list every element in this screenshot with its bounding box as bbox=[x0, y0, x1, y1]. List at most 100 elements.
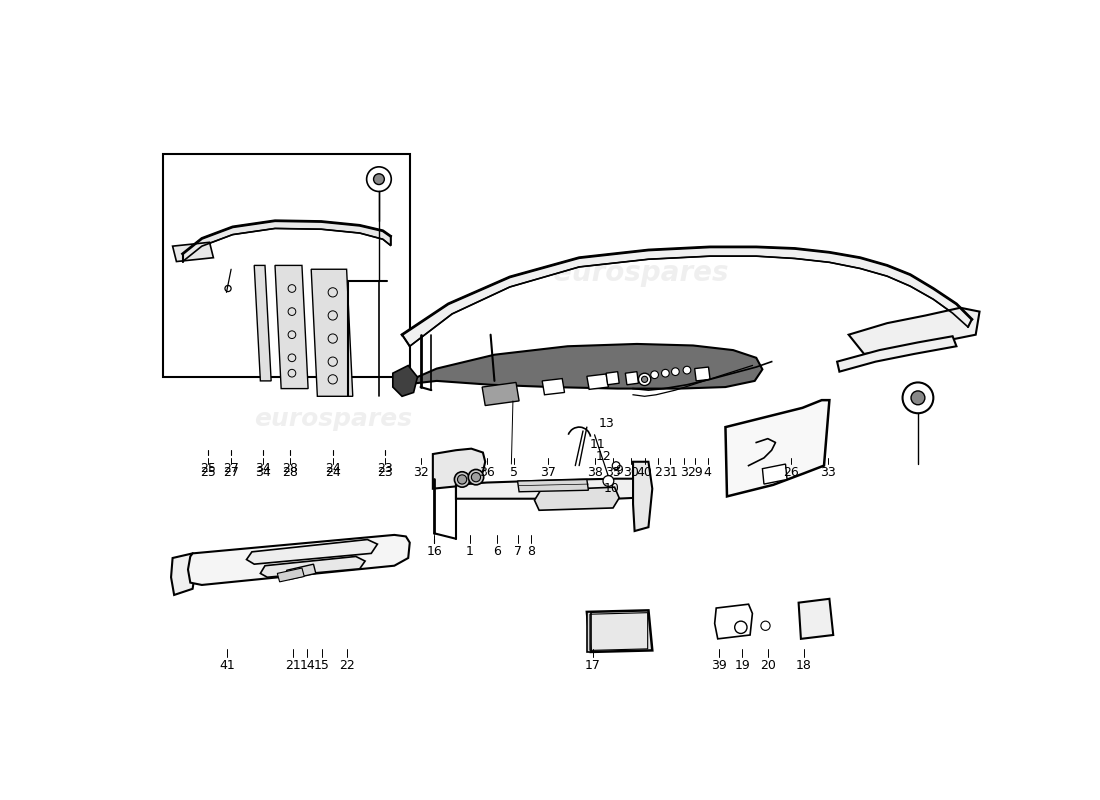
Polygon shape bbox=[837, 336, 957, 372]
Bar bbox=[163, 154, 409, 377]
Polygon shape bbox=[715, 604, 752, 639]
Circle shape bbox=[458, 475, 466, 484]
Text: 14: 14 bbox=[299, 659, 316, 672]
Circle shape bbox=[661, 370, 669, 377]
Circle shape bbox=[671, 368, 680, 375]
Text: 11: 11 bbox=[590, 438, 605, 451]
Circle shape bbox=[454, 472, 470, 487]
Text: 39: 39 bbox=[712, 659, 727, 672]
Polygon shape bbox=[634, 462, 652, 531]
Text: 7: 7 bbox=[514, 545, 521, 558]
Polygon shape bbox=[535, 487, 619, 510]
Polygon shape bbox=[403, 247, 972, 346]
Polygon shape bbox=[393, 366, 418, 396]
Polygon shape bbox=[261, 557, 365, 578]
Text: 31: 31 bbox=[662, 466, 678, 479]
Polygon shape bbox=[173, 242, 213, 262]
Text: 35: 35 bbox=[605, 466, 621, 479]
Polygon shape bbox=[395, 344, 762, 389]
Text: 22: 22 bbox=[339, 659, 354, 672]
Text: 1: 1 bbox=[466, 545, 474, 558]
Polygon shape bbox=[455, 478, 635, 498]
Text: 32: 32 bbox=[414, 466, 429, 479]
Polygon shape bbox=[277, 568, 305, 582]
Polygon shape bbox=[625, 372, 638, 385]
Circle shape bbox=[735, 621, 747, 634]
Circle shape bbox=[366, 167, 392, 191]
Text: 24: 24 bbox=[324, 462, 341, 474]
Polygon shape bbox=[311, 270, 353, 396]
Circle shape bbox=[469, 470, 484, 485]
Text: 15: 15 bbox=[314, 659, 330, 672]
Text: 40: 40 bbox=[637, 466, 652, 479]
Polygon shape bbox=[587, 612, 591, 652]
Circle shape bbox=[471, 473, 481, 482]
Text: 30: 30 bbox=[623, 466, 639, 479]
Polygon shape bbox=[587, 610, 652, 652]
Text: 28: 28 bbox=[282, 462, 298, 474]
Text: 8: 8 bbox=[527, 545, 536, 558]
Polygon shape bbox=[849, 308, 980, 354]
Text: 13: 13 bbox=[598, 417, 614, 430]
Polygon shape bbox=[433, 449, 485, 489]
Circle shape bbox=[761, 621, 770, 630]
Polygon shape bbox=[762, 464, 788, 484]
Text: 19: 19 bbox=[735, 659, 750, 672]
Text: 23: 23 bbox=[377, 462, 393, 474]
Text: 10: 10 bbox=[604, 482, 619, 495]
Text: 27: 27 bbox=[223, 462, 239, 474]
Text: 18: 18 bbox=[796, 659, 812, 672]
Polygon shape bbox=[254, 266, 271, 381]
Text: 25: 25 bbox=[200, 462, 216, 474]
Circle shape bbox=[638, 373, 651, 386]
Text: 5: 5 bbox=[510, 466, 518, 479]
Text: 9: 9 bbox=[615, 465, 623, 478]
Circle shape bbox=[683, 366, 691, 374]
Text: 21: 21 bbox=[286, 659, 301, 672]
Text: 12: 12 bbox=[596, 450, 612, 463]
Circle shape bbox=[613, 462, 620, 470]
Text: 4: 4 bbox=[704, 466, 712, 479]
Text: 34: 34 bbox=[255, 462, 272, 474]
Polygon shape bbox=[286, 564, 316, 579]
Text: 20: 20 bbox=[760, 659, 775, 672]
Text: 16: 16 bbox=[427, 545, 442, 558]
Text: 2: 2 bbox=[653, 466, 661, 479]
Text: 41: 41 bbox=[219, 659, 235, 672]
Polygon shape bbox=[183, 221, 390, 262]
Text: 24: 24 bbox=[324, 466, 341, 479]
Text: 27: 27 bbox=[223, 466, 239, 479]
Polygon shape bbox=[606, 372, 619, 385]
Text: 23: 23 bbox=[377, 466, 393, 479]
Circle shape bbox=[651, 371, 659, 378]
Text: 3: 3 bbox=[680, 466, 688, 479]
Text: 37: 37 bbox=[540, 466, 557, 479]
Circle shape bbox=[902, 382, 933, 414]
Text: 26: 26 bbox=[783, 466, 799, 479]
Polygon shape bbox=[695, 367, 711, 381]
Circle shape bbox=[911, 391, 925, 405]
Circle shape bbox=[603, 476, 614, 486]
Text: 38: 38 bbox=[586, 466, 603, 479]
Polygon shape bbox=[172, 554, 196, 595]
Text: eurospares: eurospares bbox=[254, 407, 411, 431]
Text: 25: 25 bbox=[200, 466, 216, 479]
Circle shape bbox=[641, 376, 648, 382]
Text: 34: 34 bbox=[255, 466, 272, 479]
Text: 33: 33 bbox=[820, 466, 836, 479]
Text: 36: 36 bbox=[478, 466, 495, 479]
Polygon shape bbox=[587, 374, 608, 390]
Text: 17: 17 bbox=[585, 659, 601, 672]
Polygon shape bbox=[482, 382, 519, 406]
Polygon shape bbox=[726, 400, 829, 496]
Text: eurospares: eurospares bbox=[553, 259, 728, 287]
Polygon shape bbox=[517, 479, 588, 492]
Circle shape bbox=[374, 174, 384, 185]
Polygon shape bbox=[275, 266, 308, 389]
Text: 28: 28 bbox=[282, 466, 298, 479]
Text: 6: 6 bbox=[493, 545, 500, 558]
Polygon shape bbox=[799, 599, 834, 639]
Text: 29: 29 bbox=[686, 466, 703, 479]
Polygon shape bbox=[542, 378, 564, 394]
Polygon shape bbox=[188, 535, 409, 585]
